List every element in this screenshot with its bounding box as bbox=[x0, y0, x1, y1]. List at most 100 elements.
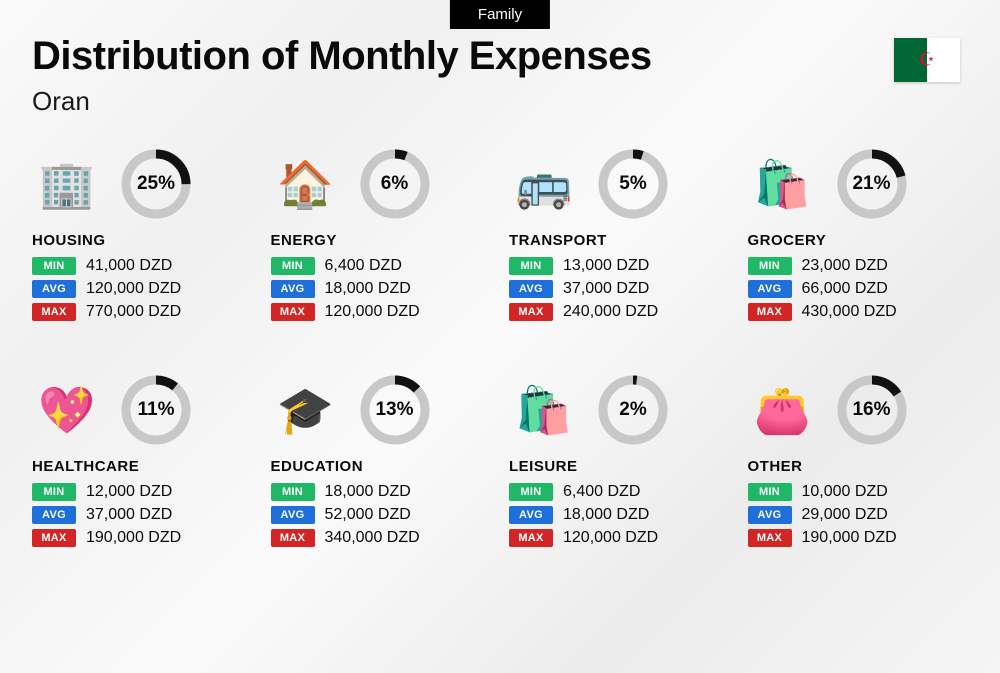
tag-avg: AVG bbox=[32, 506, 76, 524]
row-min-transport: MIN 13,000 DZD bbox=[509, 257, 730, 275]
tag-min: MIN bbox=[32, 257, 76, 275]
category-card-housing: 🏢 25% HOUSING MIN 41,000 DZD AVG 120,000… bbox=[32, 148, 253, 326]
page-title: Distribution of Monthly Expenses bbox=[32, 34, 652, 79]
val-max-housing: 770,000 DZD bbox=[86, 303, 181, 321]
flag-emblem: ☪︎ bbox=[919, 50, 935, 71]
row-avg-leisure: AVG 18,000 DZD bbox=[509, 506, 730, 524]
pct-leisure: 2% bbox=[597, 374, 669, 446]
row-max-grocery: MAX 430,000 DZD bbox=[748, 303, 969, 321]
category-badge: Family bbox=[450, 0, 550, 29]
tag-max: MAX bbox=[271, 303, 315, 321]
category-card-education: 🎓 13% EDUCATION MIN 18,000 DZD AVG 52,00… bbox=[271, 374, 492, 552]
val-max-grocery: 430,000 DZD bbox=[802, 303, 897, 321]
val-max-other: 190,000 DZD bbox=[802, 529, 897, 547]
val-min-grocery: 23,000 DZD bbox=[802, 257, 888, 275]
grocery-icon: 🛍️ bbox=[748, 153, 818, 215]
tag-max: MAX bbox=[509, 303, 553, 321]
donut-healthcare: 11% bbox=[120, 374, 192, 446]
row-min-energy: MIN 6,400 DZD bbox=[271, 257, 492, 275]
val-max-education: 340,000 DZD bbox=[325, 529, 420, 547]
row-avg-transport: AVG 37,000 DZD bbox=[509, 280, 730, 298]
row-max-leisure: MAX 120,000 DZD bbox=[509, 529, 730, 547]
tag-max: MAX bbox=[32, 529, 76, 547]
tag-avg: AVG bbox=[748, 506, 792, 524]
category-grid: 🏢 25% HOUSING MIN 41,000 DZD AVG 120,000… bbox=[32, 148, 968, 552]
row-max-other: MAX 190,000 DZD bbox=[748, 529, 969, 547]
donut-transport: 5% bbox=[597, 148, 669, 220]
category-card-leisure: 🛍️ 2% LEISURE MIN 6,400 DZD AVG 18,000 D… bbox=[509, 374, 730, 552]
pct-other: 16% bbox=[836, 374, 908, 446]
row-max-healthcare: MAX 190,000 DZD bbox=[32, 529, 253, 547]
val-avg-housing: 120,000 DZD bbox=[86, 280, 181, 298]
val-min-leisure: 6,400 DZD bbox=[563, 483, 640, 501]
row-avg-housing: AVG 120,000 DZD bbox=[32, 280, 253, 298]
tag-avg: AVG bbox=[509, 506, 553, 524]
val-avg-education: 52,000 DZD bbox=[325, 506, 411, 524]
row-min-other: MIN 10,000 DZD bbox=[748, 483, 969, 501]
val-min-energy: 6,400 DZD bbox=[325, 257, 402, 275]
tag-avg: AVG bbox=[271, 280, 315, 298]
tag-min: MIN bbox=[509, 483, 553, 501]
row-max-energy: MAX 120,000 DZD bbox=[271, 303, 492, 321]
val-max-energy: 120,000 DZD bbox=[325, 303, 420, 321]
row-min-healthcare: MIN 12,000 DZD bbox=[32, 483, 253, 501]
name-energy: ENERGY bbox=[271, 232, 492, 249]
category-card-grocery: 🛍️ 21% GROCERY MIN 23,000 DZD AVG 66,000… bbox=[748, 148, 969, 326]
row-max-education: MAX 340,000 DZD bbox=[271, 529, 492, 547]
val-max-leisure: 120,000 DZD bbox=[563, 529, 658, 547]
pct-energy: 6% bbox=[359, 148, 431, 220]
name-transport: TRANSPORT bbox=[509, 232, 730, 249]
row-avg-healthcare: AVG 37,000 DZD bbox=[32, 506, 253, 524]
donut-grocery: 21% bbox=[836, 148, 908, 220]
category-card-healthcare: 💖 11% HEALTHCARE MIN 12,000 DZD AVG 37,0… bbox=[32, 374, 253, 552]
category-card-other: 👛 16% OTHER MIN 10,000 DZD AVG 29,000 DZ… bbox=[748, 374, 969, 552]
row-min-housing: MIN 41,000 DZD bbox=[32, 257, 253, 275]
pct-education: 13% bbox=[359, 374, 431, 446]
donut-energy: 6% bbox=[359, 148, 431, 220]
val-min-other: 10,000 DZD bbox=[802, 483, 888, 501]
row-avg-energy: AVG 18,000 DZD bbox=[271, 280, 492, 298]
donut-education: 13% bbox=[359, 374, 431, 446]
name-housing: HOUSING bbox=[32, 232, 253, 249]
pct-grocery: 21% bbox=[836, 148, 908, 220]
category-card-transport: 🚌 5% TRANSPORT MIN 13,000 DZD AVG 37,000… bbox=[509, 148, 730, 326]
pct-healthcare: 11% bbox=[120, 374, 192, 446]
val-max-healthcare: 190,000 DZD bbox=[86, 529, 181, 547]
val-avg-grocery: 66,000 DZD bbox=[802, 280, 888, 298]
val-min-transport: 13,000 DZD bbox=[563, 257, 649, 275]
val-avg-other: 29,000 DZD bbox=[802, 506, 888, 524]
donut-leisure: 2% bbox=[597, 374, 669, 446]
pct-transport: 5% bbox=[597, 148, 669, 220]
tag-max: MAX bbox=[509, 529, 553, 547]
category-card-energy: 🏠 6% ENERGY MIN 6,400 DZD AVG 18,000 DZD… bbox=[271, 148, 492, 326]
housing-icon: 🏢 bbox=[32, 153, 102, 215]
leisure-icon: 🛍️ bbox=[509, 379, 579, 441]
country-flag: ☪︎ bbox=[894, 38, 960, 82]
val-min-healthcare: 12,000 DZD bbox=[86, 483, 172, 501]
row-min-grocery: MIN 23,000 DZD bbox=[748, 257, 969, 275]
val-avg-leisure: 18,000 DZD bbox=[563, 506, 649, 524]
name-healthcare: HEALTHCARE bbox=[32, 458, 253, 475]
page-subtitle: Oran bbox=[32, 86, 90, 117]
row-max-housing: MAX 770,000 DZD bbox=[32, 303, 253, 321]
education-icon: 🎓 bbox=[271, 379, 341, 441]
name-education: EDUCATION bbox=[271, 458, 492, 475]
tag-avg: AVG bbox=[271, 506, 315, 524]
tag-min: MIN bbox=[509, 257, 553, 275]
val-avg-transport: 37,000 DZD bbox=[563, 280, 649, 298]
tag-max: MAX bbox=[748, 303, 792, 321]
tag-avg: AVG bbox=[748, 280, 792, 298]
name-grocery: GROCERY bbox=[748, 232, 969, 249]
row-avg-other: AVG 29,000 DZD bbox=[748, 506, 969, 524]
tag-min: MIN bbox=[748, 483, 792, 501]
row-min-leisure: MIN 6,400 DZD bbox=[509, 483, 730, 501]
tag-min: MIN bbox=[32, 483, 76, 501]
other-icon: 👛 bbox=[748, 379, 818, 441]
val-min-education: 18,000 DZD bbox=[325, 483, 411, 501]
tag-min: MIN bbox=[748, 257, 792, 275]
val-avg-healthcare: 37,000 DZD bbox=[86, 506, 172, 524]
name-other: OTHER bbox=[748, 458, 969, 475]
donut-other: 16% bbox=[836, 374, 908, 446]
tag-max: MAX bbox=[32, 303, 76, 321]
energy-icon: 🏠 bbox=[271, 153, 341, 215]
